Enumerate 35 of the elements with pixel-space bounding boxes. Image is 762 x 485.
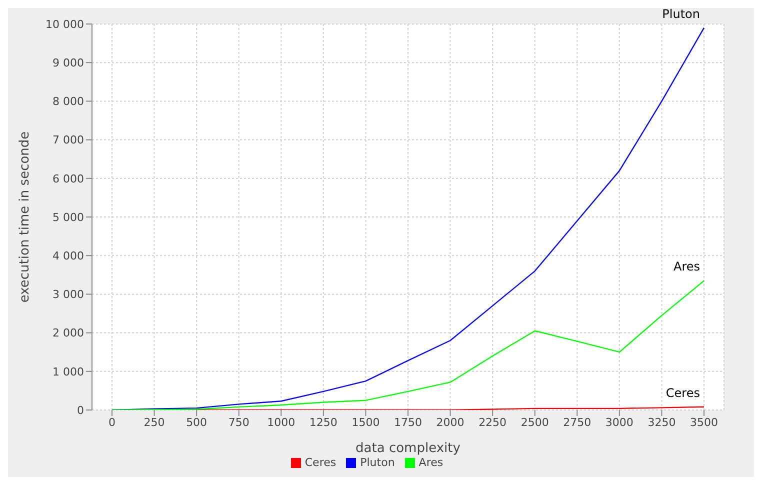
x-tick-label: 2250 — [478, 416, 507, 429]
x-tick-label: 2500 — [520, 416, 549, 429]
x-tick-label: 3250 — [648, 416, 676, 429]
legend-label: Ceres — [304, 456, 336, 469]
text: Pluton — [662, 6, 700, 21]
x-tick-label: 1000 — [267, 416, 296, 429]
y-tick-label: 9 000 — [52, 56, 84, 70]
text: Ares — [673, 260, 700, 274]
x-tick-label: 3500 — [690, 416, 718, 429]
x-tick-label: 250 — [144, 416, 165, 429]
x-tick-label: 3000 — [605, 416, 634, 429]
y-tick-label: 10 000 — [46, 18, 84, 31]
y-tick-label: 5 000 — [52, 210, 84, 224]
legend-label: Pluton — [360, 456, 395, 469]
y-tick-label: 2 000 — [52, 326, 84, 340]
y-tick-label: 0 — [77, 404, 84, 417]
y-tick-label: 8 000 — [52, 95, 84, 108]
x-tick-label: 500 — [186, 416, 208, 429]
x-tick-label: 1250 — [309, 416, 338, 429]
legend-label: Ares — [418, 456, 444, 469]
x-tick-label: 0 — [108, 416, 116, 429]
text: Ceres — [666, 386, 700, 400]
line-series — [111, 280, 705, 410]
y-tick-label: 4 000 — [52, 250, 84, 263]
x-tick-label: 750 — [228, 416, 250, 429]
y-tick-label: 7 000 — [52, 134, 84, 147]
x-tick-label: 2000 — [436, 416, 464, 429]
x-axis-title: data complexity — [356, 441, 461, 456]
x-tick-label: 1750 — [394, 416, 422, 429]
y-tick-label: 1 000 — [52, 365, 84, 378]
y-tick-label: 6 000 — [52, 172, 84, 186]
x-tick-label: 2750 — [563, 416, 592, 429]
y-tick-label: 3 000 — [52, 288, 84, 302]
x-tick-label: 1500 — [352, 416, 380, 429]
y-axis-title: execution time in seconde — [18, 131, 33, 303]
